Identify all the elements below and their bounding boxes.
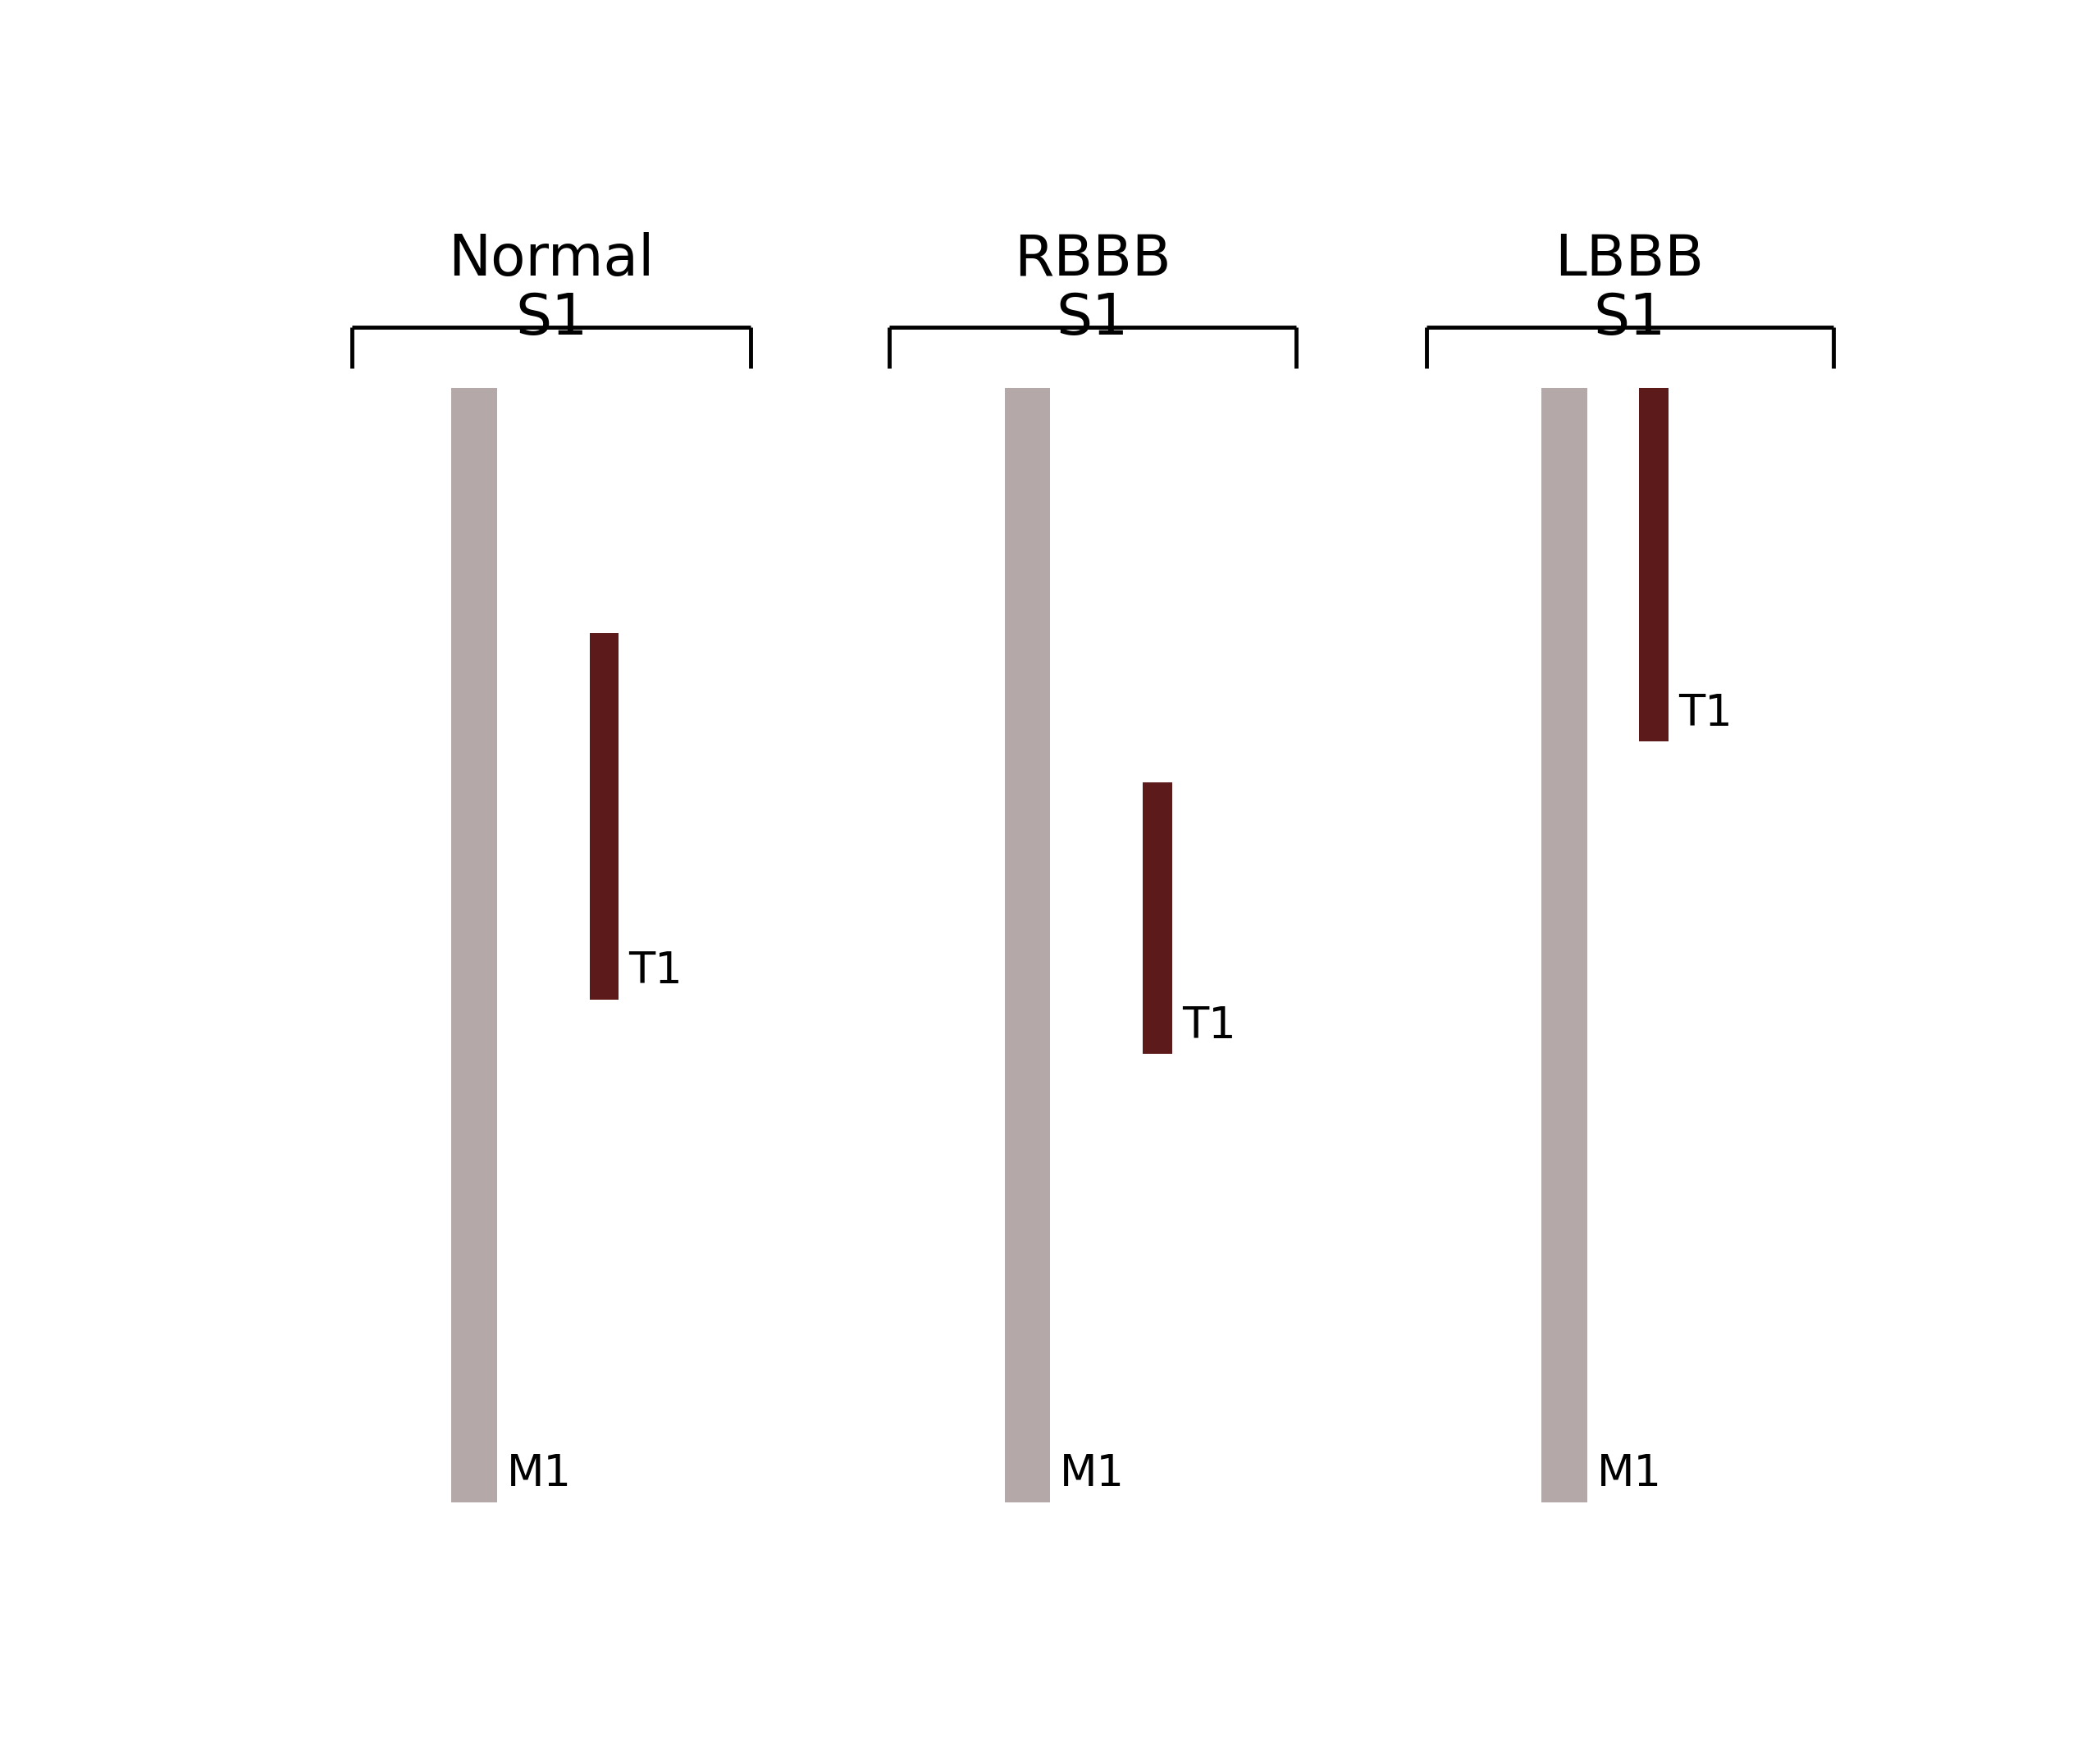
Text: M1: M1 — [1060, 1452, 1126, 1496]
Text: M1: M1 — [1598, 1452, 1661, 1496]
Bar — [590, 633, 620, 1000]
Text: LBBB
S1: LBBB S1 — [1554, 233, 1705, 346]
Bar — [1640, 388, 1670, 741]
Text: T1: T1 — [1678, 691, 1732, 734]
Text: RBBB
S1: RBBB S1 — [1014, 233, 1172, 346]
Bar — [1142, 781, 1172, 1053]
Text: T1: T1 — [1182, 1004, 1237, 1048]
Bar — [1541, 388, 1588, 1503]
Text: T1: T1 — [628, 951, 682, 993]
Bar — [452, 388, 498, 1503]
Text: M1: M1 — [506, 1452, 571, 1496]
Bar — [1004, 388, 1050, 1503]
Text: Normal
S1: Normal S1 — [447, 233, 655, 346]
